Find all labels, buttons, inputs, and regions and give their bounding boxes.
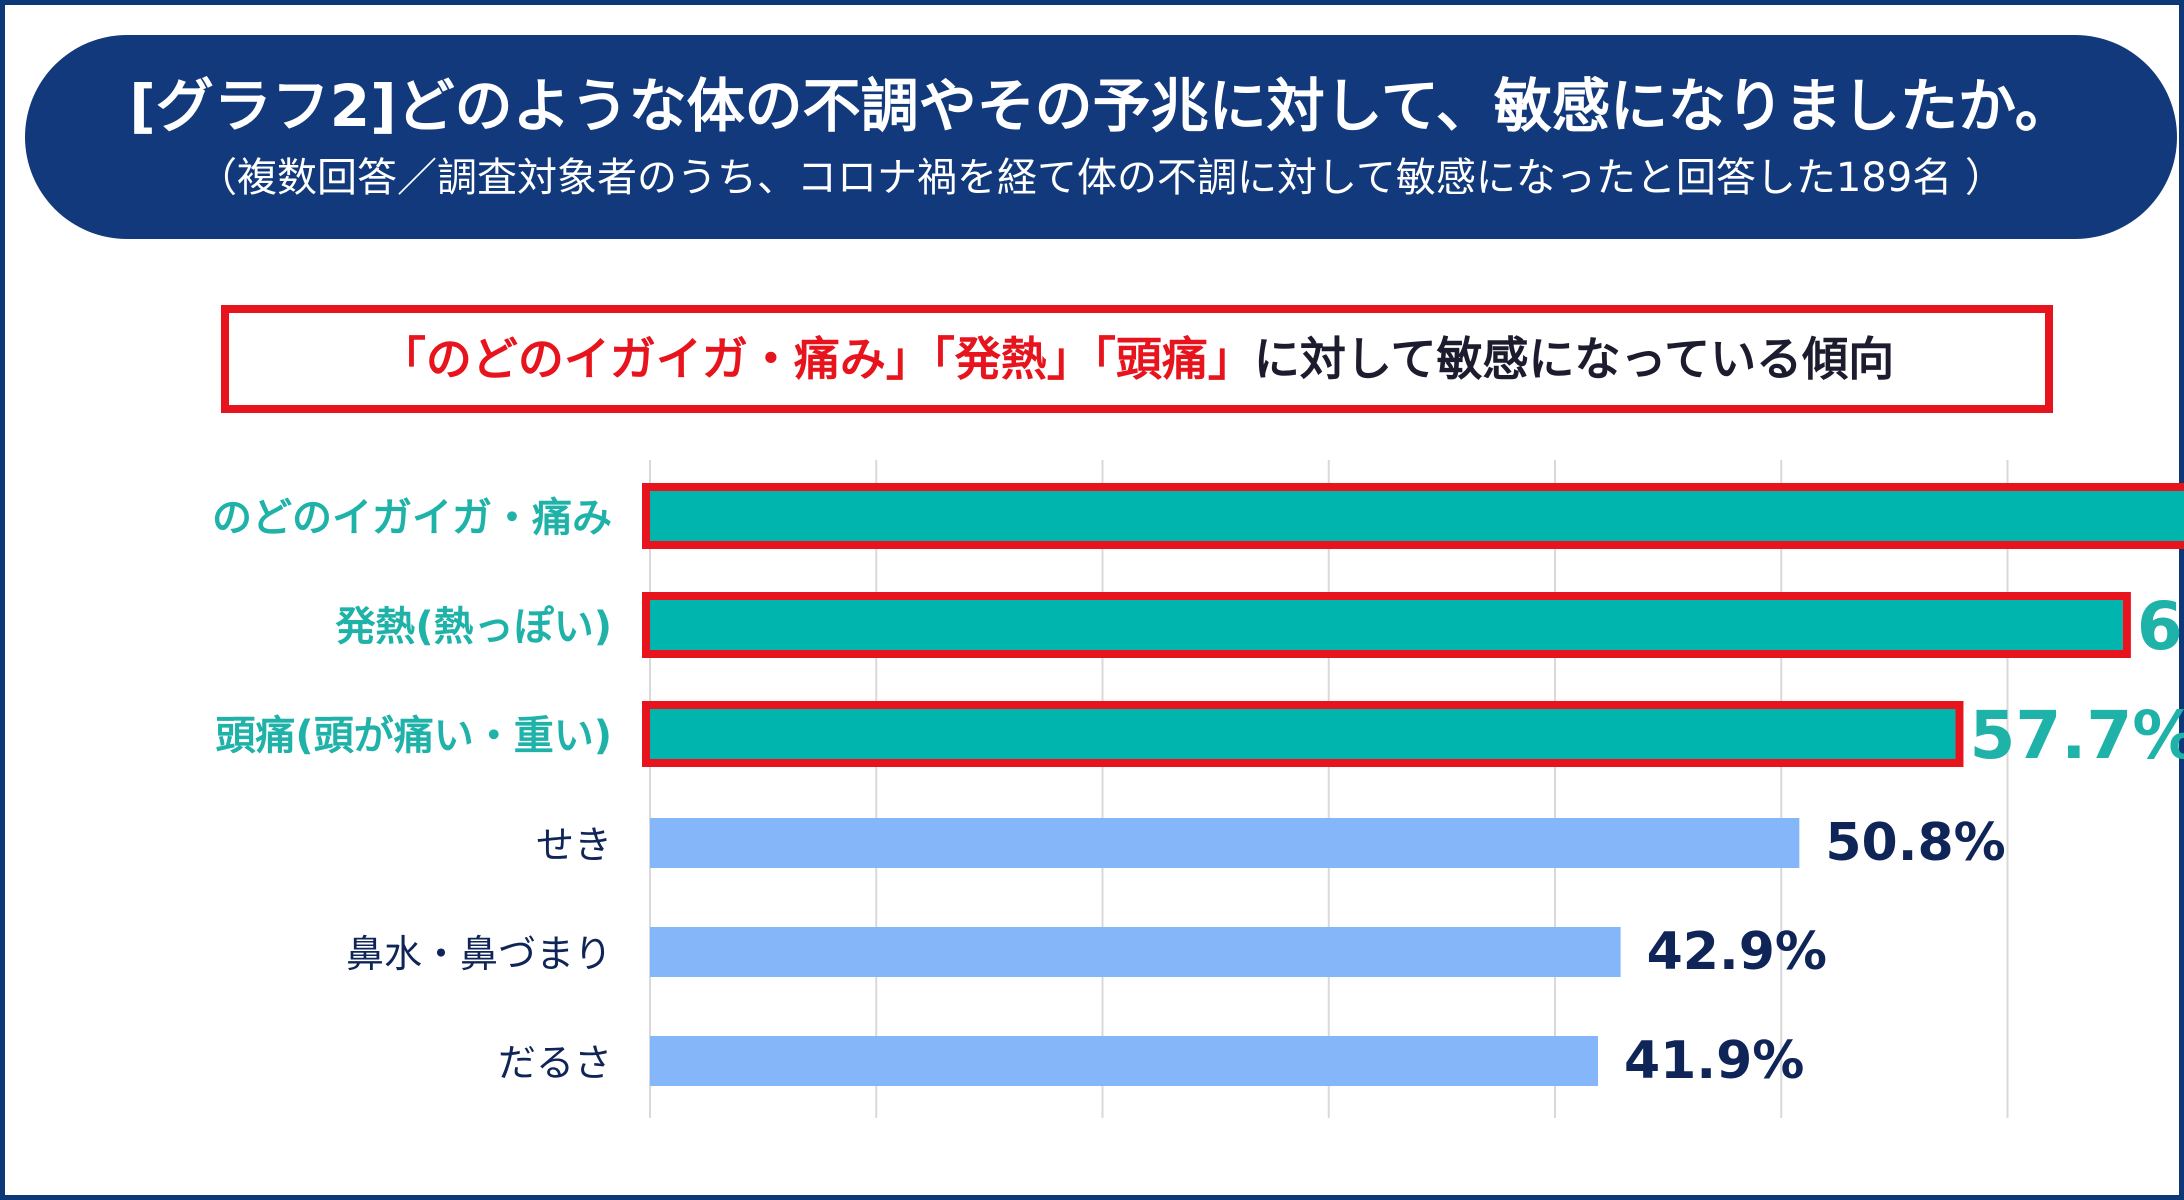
value-label: 57.7% <box>1969 697 2184 774</box>
category-label: のどのイガイガ・痛み <box>212 495 612 541</box>
bar <box>650 927 1621 977</box>
bar-highlight-frame <box>642 701 1964 767</box>
category-label: だるさ <box>498 1041 612 1085</box>
value-label: 65.1% <box>2137 588 2184 665</box>
category-label: 頭痛(頭が痛い・重い) <box>215 713 612 759</box>
bar <box>650 600 2123 650</box>
value-label: 50.8% <box>1825 813 2005 873</box>
callout-text: に対して敏感になっている傾向 <box>1253 332 1895 386</box>
bar <box>650 709 1956 759</box>
key-finding-callout: 「のどのイガイガ・痛み」「発熱」「頭痛」に対して敏感になっている傾向 <box>221 305 2053 413</box>
category-label: 鼻水・鼻づまり <box>346 932 612 976</box>
chart-title: [グラフ2]どのような体の不調やその予兆に対して、敏感になりましたか。 <box>129 72 2073 140</box>
value-label: 41.9% <box>1624 1031 1804 1091</box>
bar <box>650 818 1800 868</box>
title-banner: [グラフ2]どのような体の不調やその予兆に対して、敏感になりましたか。 （複数回… <box>25 35 2177 239</box>
bar-highlight-frame <box>642 483 2184 549</box>
callout-highlight-text: 「のどのイガイガ・痛み」「発熱」「頭痛」 <box>379 332 1254 386</box>
bar-highlight-frame <box>642 592 2131 658</box>
value-label: 42.9% <box>1647 922 1827 982</box>
bar <box>650 1036 1598 1086</box>
category-label: せき <box>536 823 612 867</box>
bar <box>650 491 2184 541</box>
category-label: 発熱(熱っぽい) <box>335 604 612 650</box>
chart-subtitle: （複数回答／調査対象者のうち、コロナ禍を経て体の不調に対して敏感になったと回答し… <box>197 155 2005 201</box>
